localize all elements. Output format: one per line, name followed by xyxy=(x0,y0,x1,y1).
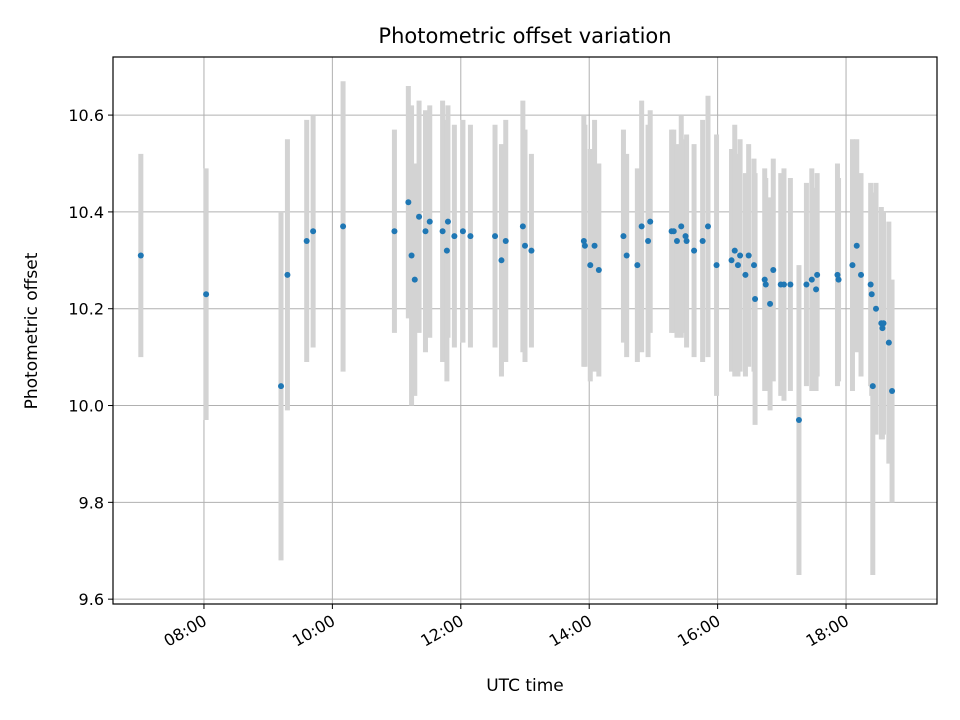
data-point xyxy=(858,271,865,278)
data-point xyxy=(416,213,423,220)
data-point xyxy=(580,237,587,244)
data-point xyxy=(728,257,735,264)
data-point xyxy=(391,228,398,235)
data-point xyxy=(770,266,777,273)
data-point xyxy=(835,276,842,283)
data-point xyxy=(502,237,509,244)
data-point xyxy=(780,281,787,288)
data-point xyxy=(645,237,652,244)
data-point xyxy=(683,237,690,244)
data-point xyxy=(879,325,886,332)
data-point xyxy=(704,223,711,230)
data-point xyxy=(691,247,698,254)
data-point xyxy=(426,218,433,225)
data-point xyxy=(408,252,415,259)
data-point xyxy=(439,228,446,235)
data-point xyxy=(761,276,768,283)
data-point xyxy=(808,276,815,283)
data-point xyxy=(762,281,769,288)
data-point xyxy=(787,281,794,288)
y-tick-label: 10.0 xyxy=(68,397,104,416)
data-point xyxy=(803,281,810,288)
data-point xyxy=(889,388,896,395)
y-tick-label: 10.2 xyxy=(68,300,104,319)
data-point xyxy=(814,271,821,278)
data-point xyxy=(137,252,144,259)
data-point xyxy=(595,266,602,273)
data-point xyxy=(873,305,880,312)
y-tick-label: 9.6 xyxy=(79,590,104,609)
x-axis-label: UTC time xyxy=(486,676,564,696)
data-point xyxy=(885,339,892,346)
plot-frame xyxy=(112,56,938,605)
data-point xyxy=(670,228,677,235)
data-point xyxy=(678,223,685,230)
data-point xyxy=(795,417,802,424)
data-point xyxy=(340,223,347,230)
data-point xyxy=(591,242,598,249)
data-point xyxy=(647,218,654,225)
data-point xyxy=(303,237,310,244)
data-point xyxy=(638,223,645,230)
data-point xyxy=(498,257,505,264)
data-point xyxy=(813,286,820,293)
data-point xyxy=(673,237,680,244)
data-point xyxy=(634,262,641,269)
data-point xyxy=(203,291,210,298)
data-point xyxy=(734,262,741,269)
data-point xyxy=(620,233,627,240)
data-point xyxy=(867,281,874,288)
data-point xyxy=(492,233,499,240)
data-point xyxy=(751,262,758,269)
data-point xyxy=(853,242,860,249)
data-point xyxy=(623,252,630,259)
data-point xyxy=(682,233,689,240)
data-point xyxy=(699,237,706,244)
data-point xyxy=(868,291,875,298)
point-layer xyxy=(137,199,896,424)
data-point xyxy=(519,223,526,230)
data-point xyxy=(745,252,752,259)
data-point xyxy=(528,247,535,254)
y-tick-label: 10.6 xyxy=(68,106,104,125)
data-point xyxy=(459,228,466,235)
data-point xyxy=(713,262,720,269)
data-point xyxy=(422,228,429,235)
y-tick-label: 10.4 xyxy=(68,203,104,222)
data-point xyxy=(849,262,856,269)
chart-title: Photometric offset variation xyxy=(378,24,671,48)
data-point xyxy=(869,383,876,390)
y-axis-label: Photometric offset xyxy=(22,252,42,409)
data-point xyxy=(443,247,450,254)
data-point xyxy=(587,262,594,269)
data-point xyxy=(581,242,588,249)
data-point xyxy=(834,271,841,278)
data-point xyxy=(284,271,291,278)
data-point xyxy=(731,247,738,254)
data-point xyxy=(752,296,759,303)
data-point xyxy=(444,218,451,225)
data-point xyxy=(278,383,285,390)
data-point xyxy=(405,199,412,206)
data-point xyxy=(737,252,744,259)
data-point xyxy=(522,242,528,249)
y-tick-label: 9.8 xyxy=(79,493,104,512)
data-point xyxy=(451,233,458,240)
data-point xyxy=(880,320,887,327)
data-point xyxy=(742,271,749,278)
data-point xyxy=(310,228,317,235)
data-point xyxy=(467,233,474,240)
data-point xyxy=(411,276,418,283)
data-point xyxy=(767,300,774,307)
